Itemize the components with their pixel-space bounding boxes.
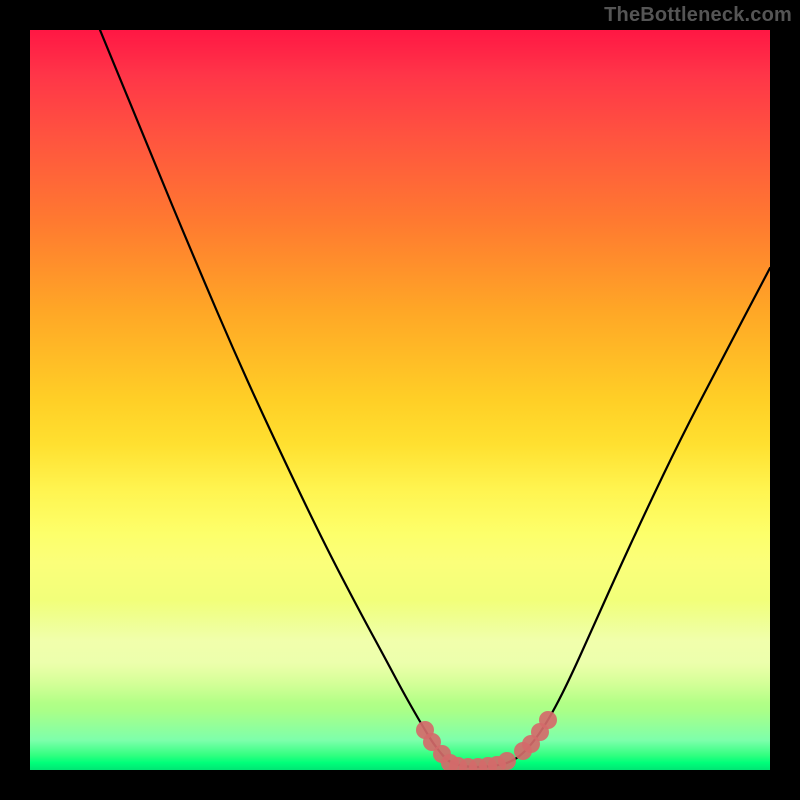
watermark-text: TheBottleneck.com: [604, 4, 792, 27]
chart-frame: { "watermark": { "text": "TheBottleneck.…: [0, 0, 800, 800]
marker-dot: [539, 711, 557, 729]
low-bottleneck-markers: [416, 711, 557, 770]
marker-layer: [30, 30, 770, 770]
plot-area: [30, 30, 770, 770]
marker-dot: [498, 752, 516, 770]
